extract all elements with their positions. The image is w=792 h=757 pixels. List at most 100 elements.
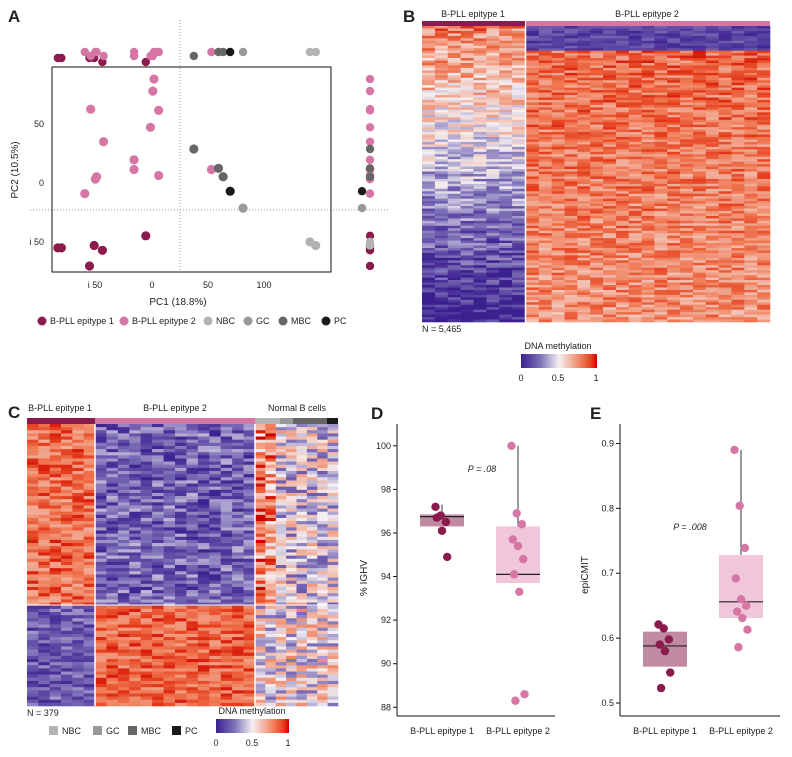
heatmap-b-cell [473,307,487,310]
heatmap-b-cell [447,312,461,315]
heatmap-c-cell [72,652,84,657]
heatmap-b-cell [615,238,630,241]
heatmap-c-cell [152,590,164,594]
heatmap-b-cell [667,109,681,113]
heatmap-b-cell [422,319,436,323]
heatmap-b-cell [538,255,552,259]
heatmap-b-cell [628,171,642,175]
heatmap-c-cell [61,655,73,660]
heatmap-c-cell [220,455,233,459]
heatmap-b-cell [705,267,719,271]
heatmap-b-cell [615,33,630,37]
heatmap-b-cell [680,193,694,197]
heatmap-c-cell [129,539,142,544]
heatmap-b-cell [460,28,474,32]
heatmap-b-cell [667,309,681,313]
heatmap-c-cell [72,486,84,491]
heatmap-b-cell [551,67,565,71]
heatmap-b-cell [654,233,668,236]
heatmap-b-cell [447,289,461,293]
heatmap-b-cell [680,255,694,259]
heatmap-b-cell [564,203,578,207]
heatmap-b-cell [692,55,707,59]
heatmap-c-cell [209,655,222,660]
heatmap-b-cell [499,144,513,148]
heatmap-b-group-1-label: B-PLL epitype 1 [441,9,505,19]
heatmap-c-cell [83,649,96,654]
heatmap-b-cell [692,38,707,42]
heatmap-c-cell [152,492,164,497]
heatmap-b-cell [744,186,758,190]
heatmap-c-cell [220,483,233,487]
heatmap-c-cell [175,596,187,600]
heatmap-b-cell [603,92,617,96]
heatmap-c-cell [49,521,62,525]
heatmap-b-cell [641,252,655,256]
heatmap-b-cell [577,245,591,249]
heatmap-c-cell [38,561,50,566]
heatmap-b-cell [499,289,513,293]
heatmap-b-cell [447,48,461,51]
heatmap-c-cell [72,655,84,660]
heatmap-b-cell [590,141,604,145]
heatmap-b-cell [422,250,436,254]
heatmap-b-cell [512,124,526,128]
heatmap-b-cell [564,117,578,121]
heatmap-c-cell [117,543,130,547]
heatmap-b-cell [680,233,694,236]
heatmap-b-cell [744,154,758,158]
heatmap-b-cell [680,285,694,288]
heatmap-c-cell [38,671,50,675]
heatmap-c-cell [129,574,142,578]
heatmap-b-cell [564,55,578,59]
heatmap-c-cell [49,458,62,462]
heatmap-b-cell [551,100,565,103]
heatmap-c-cell [232,458,244,462]
heatmap-c-cell [27,580,39,585]
heatmap-c-cell [140,652,153,657]
heatmap-c-cell [152,571,164,575]
heatmap-c-cell [186,442,199,447]
heatmap-b-cell [615,176,630,180]
heatmap-c-cell [152,530,164,534]
heatmap-b-cell [499,107,513,111]
heatmap-b-cell [526,72,540,76]
heatmap-b-cell [538,67,552,71]
heatmap-c-cell [152,630,164,635]
heatmap-c-cell [209,546,222,550]
heatmap-c-cell [186,602,199,607]
heatmap-c-cell [106,536,119,541]
heatmap-b-cell [512,75,526,79]
heatmap-c-cell [129,458,142,462]
heatmap-c-cell [38,665,50,669]
heatmap-b-cell [731,122,745,125]
heatmap-b-cell [603,309,617,313]
heatmap-b-cell [590,250,604,254]
heatmap-b-cell [577,119,591,123]
heatmap-c-cell [27,643,39,647]
heatmap-c-cell [140,499,153,503]
heatmap-c-cell [163,593,176,597]
heatmap-b-cell [680,201,694,204]
heatmap-b-cell [731,196,745,199]
heatmap-b-cell [447,117,461,121]
heatmap-b-cell [526,77,540,81]
heatmap-b-cell [641,250,655,254]
heatmap-b-cell [526,265,540,269]
heatmap-b-cell [654,215,668,219]
heatmap-b-cell [499,65,513,69]
heatmap-b-cell [628,67,642,71]
heatmap-b-cell [718,188,732,192]
heatmap-b-cell [577,35,591,39]
heatmap-b-cell [564,191,578,195]
heatmap-c-cell [38,643,50,647]
heatmap-b-cell [692,151,707,155]
heatmap-b-cell [680,196,694,199]
panel-b: B B-PLL epitype 1 B-PLL epitype 2 N = 5,… [403,7,771,383]
heatmap-b-cell [731,265,745,269]
heatmap-b-cell [538,50,552,54]
heatmap-b-cell [654,223,668,227]
heatmap-c-cell [140,565,153,569]
heatmap-b-cell [538,235,552,239]
heatmap-c-cell [163,605,176,610]
